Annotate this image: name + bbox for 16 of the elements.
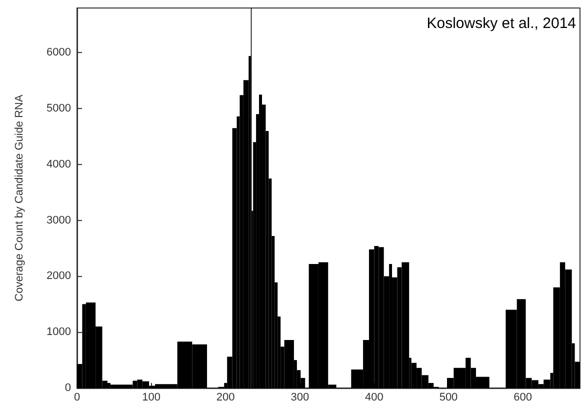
x-tick-label: 200 [216, 392, 235, 404]
y-tick-label: 6000 [46, 46, 71, 59]
x-tick-label: 100 [142, 392, 160, 404]
y-tick-label: 0 [64, 382, 71, 394]
y-tick-label: 4000 [46, 158, 71, 170]
y-axis-title: Coverage Count by Candidate Guide RNA [14, 94, 26, 302]
y-tick-label: 5000 [46, 102, 71, 115]
y-tick-label: 2000 [46, 270, 71, 282]
x-tick-label: 300 [290, 392, 310, 404]
x-tick-label: 400 [365, 392, 384, 404]
y-tick-label: 3000 [46, 214, 71, 226]
annotation: Koslowsky et al., 2014 [426, 15, 576, 32]
x-tick-label: 600 [514, 392, 532, 404]
x-tick-label: 500 [439, 392, 458, 404]
y-tick-label: 1000 [46, 326, 71, 338]
x-tick-label: 0 [74, 392, 80, 404]
